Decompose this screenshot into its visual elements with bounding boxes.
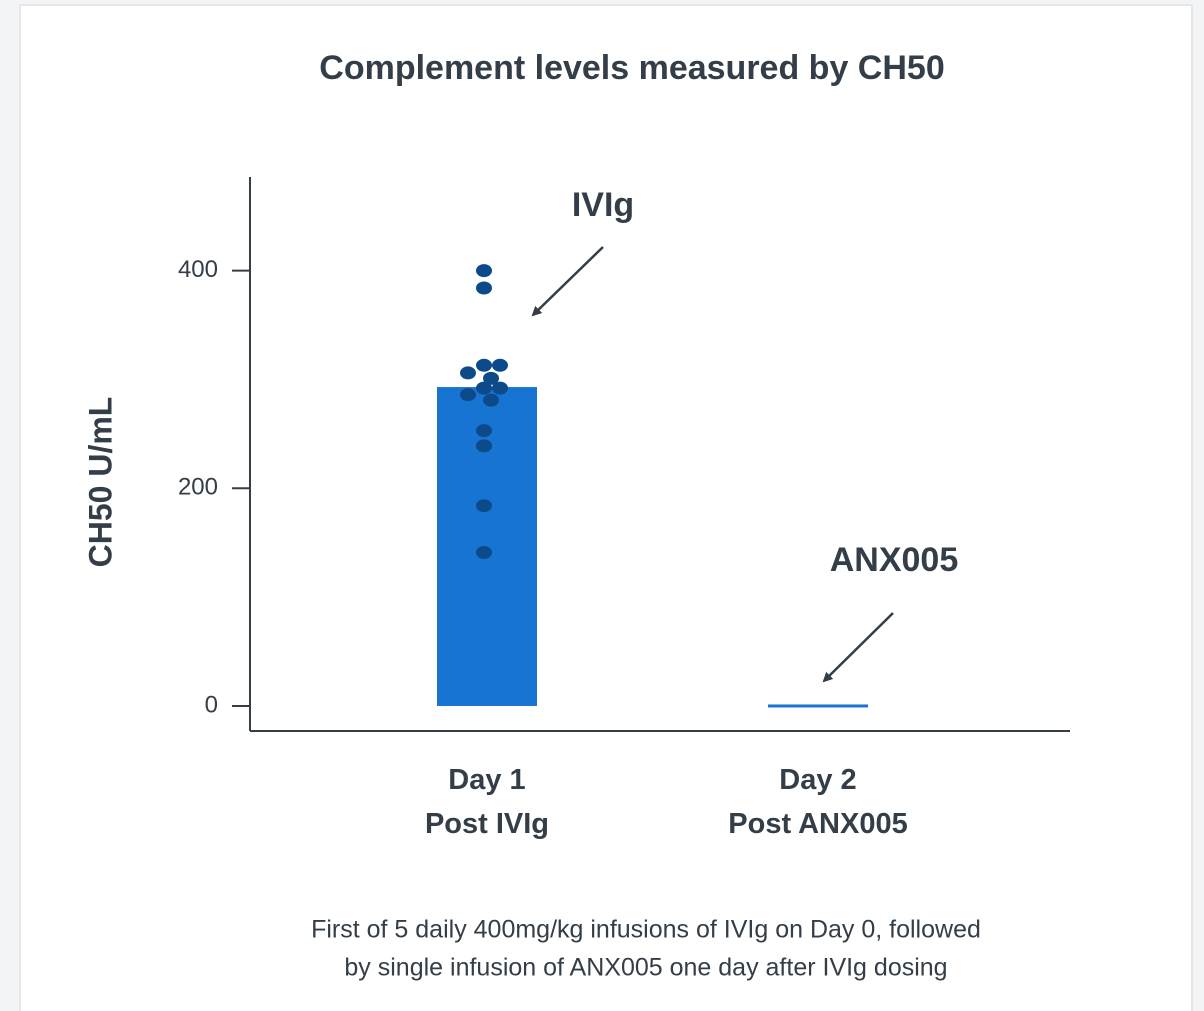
data-point — [476, 499, 492, 513]
annotation: ANX005 — [830, 541, 959, 579]
card — [19, 4, 1193, 1011]
data-point — [476, 424, 492, 438]
data-point — [476, 439, 492, 453]
data-point — [460, 388, 476, 402]
data-point — [483, 371, 499, 385]
bar — [768, 704, 868, 708]
data-point — [460, 366, 476, 380]
data-point — [476, 264, 492, 278]
footnote: First of 5 daily 400mg/kg infusions of I… — [311, 916, 981, 944]
x-tick-label: Day 1 Post IVIg — [425, 764, 549, 840]
chart-title: Complement levels measured by CH50 — [319, 49, 944, 87]
data-point — [492, 381, 508, 395]
y-axis-label: CH50 U/mL — [82, 397, 118, 568]
x-tick-label: Day 2 Post ANX005 — [728, 764, 907, 840]
data-point — [483, 393, 499, 407]
footnote: by single infusion of ANX005 one day aft… — [344, 954, 947, 982]
data-point — [476, 546, 492, 560]
data-point — [476, 358, 492, 372]
data-point — [476, 281, 492, 295]
y-tick-label: 200 — [178, 474, 218, 501]
data-point — [476, 381, 492, 395]
arrow — [531, 246, 604, 317]
arrow — [822, 612, 894, 683]
y-tick-label: 0 — [205, 691, 218, 718]
annotation: IVIg — [572, 186, 634, 224]
data-point — [492, 358, 508, 372]
y-tick-label: 400 — [178, 256, 218, 283]
